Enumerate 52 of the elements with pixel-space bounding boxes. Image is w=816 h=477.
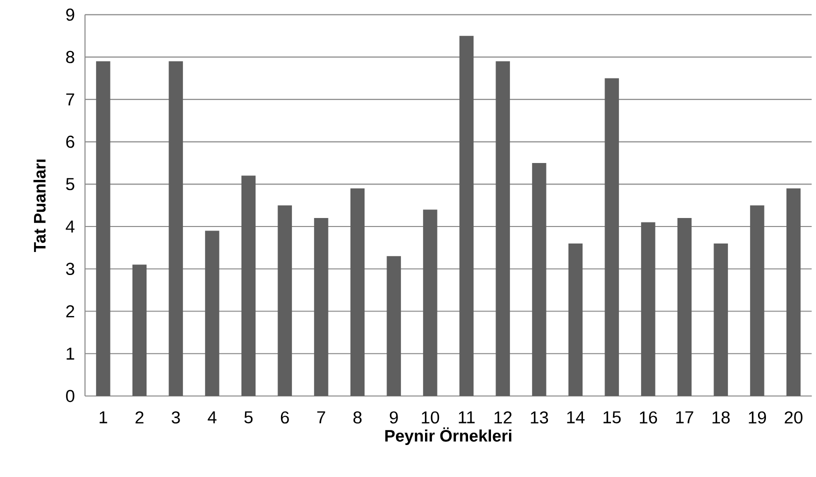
bar <box>96 61 110 396</box>
x-tick-label: 3 <box>172 411 180 424</box>
x-tick-label: 18 <box>712 411 730 424</box>
x-tick-label: 2 <box>136 411 144 424</box>
x-tick-label: 15 <box>604 411 621 424</box>
x-tick-label: 19 <box>748 411 766 424</box>
bar <box>278 205 292 396</box>
y-tick-label: 8 <box>66 50 74 64</box>
x-tick-label: 12 <box>494 411 512 424</box>
bar <box>750 205 764 396</box>
x-tick-label: 4 <box>208 411 216 424</box>
bar <box>496 61 510 396</box>
x-tick-label: 10 <box>422 411 440 424</box>
bar <box>532 162 546 396</box>
bar <box>386 256 401 396</box>
x-tick-label: 6 <box>280 411 289 424</box>
bar <box>568 243 583 396</box>
x-tick-label: 9 <box>390 411 398 424</box>
x-tick-label: 8 <box>353 411 362 424</box>
bar <box>423 210 438 396</box>
y-tick-label: 4 <box>66 220 74 232</box>
y-tick-label: 9 <box>66 8 74 21</box>
bar <box>205 230 220 396</box>
x-tick-label: 13 <box>530 411 548 424</box>
y-tick-label: 1 <box>66 348 74 360</box>
bar <box>641 222 656 396</box>
bar <box>314 218 328 396</box>
bar <box>350 188 365 396</box>
x-tick-label: 14 <box>567 411 585 424</box>
x-axis-title: Peynir Örnekleri <box>385 427 512 445</box>
y-tick-label: 7 <box>66 93 74 106</box>
y-tick-label: 5 <box>66 178 74 190</box>
x-tick-label: 16 <box>640 411 658 424</box>
y-tick-label: 0 <box>66 390 74 402</box>
bar <box>677 218 692 396</box>
bar <box>168 61 183 396</box>
x-tick-label: 20 <box>784 411 802 424</box>
x-tick-label: 5 <box>244 411 253 424</box>
y-tick-label: 6 <box>66 136 74 148</box>
x-tick-label: 1 <box>100 411 108 424</box>
bar <box>604 78 619 396</box>
x-tick-label: 17 <box>676 411 694 424</box>
bar <box>786 188 801 396</box>
bar <box>241 176 256 396</box>
x-tick-label: 7 <box>317 411 326 424</box>
bar <box>714 243 728 396</box>
y-tick-label: 2 <box>66 305 74 318</box>
bar <box>459 36 474 396</box>
y-tick-label: 3 <box>66 262 74 276</box>
x-tick-label: 11 <box>458 411 475 424</box>
y-axis-title: Tat Puanları <box>33 160 46 252</box>
bar <box>132 264 147 396</box>
